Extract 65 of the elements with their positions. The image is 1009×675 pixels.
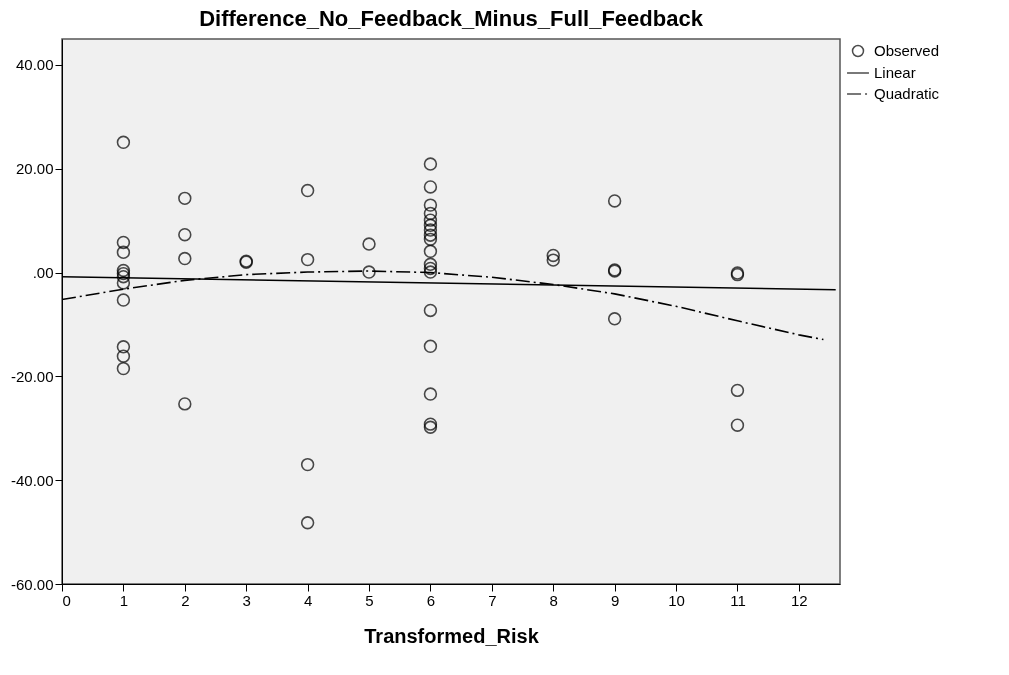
- x-tick-label: 0: [62, 591, 71, 609]
- chart-title: Difference_No_Feedback_Minus_Full_Feedback: [199, 6, 704, 31]
- y-tick-label: -40.00: [10, 471, 54, 489]
- legend-label: Quadratic: [874, 85, 940, 102]
- x-tick-label: 11: [730, 591, 746, 609]
- point: [730, 383, 745, 398]
- y-tick-label: -60.00: [10, 575, 54, 593]
- x-tick-label: 6: [426, 591, 436, 609]
- y-tick-label: 20.00: [15, 160, 54, 178]
- legend-label: Observed: [874, 42, 940, 59]
- x-axis-title: Transformed_Risk: [364, 624, 540, 647]
- point: [423, 265, 438, 279]
- point: [423, 228, 438, 242]
- point: [423, 232, 438, 247]
- point: [116, 349, 131, 363]
- point: [362, 265, 376, 279]
- x-tick-label: 5: [365, 591, 374, 609]
- point: [116, 293, 131, 307]
- point: [423, 180, 438, 194]
- point: [116, 276, 131, 290]
- point: [730, 418, 745, 432]
- x-tick-label: 2: [181, 591, 190, 609]
- point: [423, 244, 438, 259]
- x-tick-label: 4: [303, 591, 313, 609]
- point: [423, 303, 438, 318]
- point: [423, 206, 438, 221]
- x-tick-label: 9: [610, 591, 620, 609]
- point: [300, 516, 315, 530]
- point: [116, 135, 131, 150]
- point: [300, 457, 315, 472]
- point: [546, 253, 560, 267]
- point: [116, 270, 131, 284]
- point: [546, 248, 560, 263]
- point: [116, 235, 131, 250]
- x-tick-label: 12: [791, 591, 808, 609]
- point: [116, 361, 131, 376]
- point: [178, 191, 192, 206]
- point: [423, 261, 438, 276]
- point: [178, 251, 192, 266]
- x-tick-label: 3: [242, 591, 251, 609]
- x-tick-label: 8: [549, 591, 558, 609]
- point: [300, 252, 315, 267]
- point: [423, 339, 438, 353]
- y-tick-label: .00: [32, 264, 54, 282]
- x-tick-label: 1: [119, 591, 129, 609]
- point: [423, 218, 438, 233]
- point: [116, 245, 131, 260]
- point: [423, 223, 438, 237]
- point: [607, 194, 622, 208]
- x-tick-label: 10: [668, 591, 685, 609]
- point: [423, 387, 438, 401]
- point: [423, 157, 438, 171]
- point: [178, 397, 192, 411]
- point: [423, 213, 438, 227]
- x-tick-label: 7: [488, 591, 497, 609]
- point: [423, 198, 438, 212]
- point: [423, 257, 438, 271]
- point: [362, 237, 376, 251]
- legend-label: Linear: [874, 64, 916, 81]
- point: [178, 227, 192, 242]
- point: [116, 340, 131, 354]
- y-tick-label: -20.00: [10, 367, 54, 385]
- point: [300, 183, 315, 198]
- y-tick-label: 40.00: [15, 56, 54, 74]
- point: [607, 312, 622, 326]
